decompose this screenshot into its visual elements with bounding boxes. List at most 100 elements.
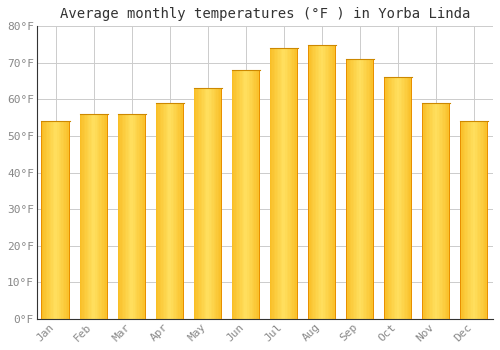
Bar <box>353 59 354 319</box>
Bar <box>406 77 408 319</box>
Bar <box>156 103 157 319</box>
Bar <box>56 121 58 319</box>
Bar <box>216 89 218 319</box>
Bar <box>248 70 250 319</box>
Bar <box>246 70 248 319</box>
Bar <box>57 121 59 319</box>
Bar <box>130 114 132 319</box>
Bar <box>69 121 70 319</box>
Bar <box>364 59 366 319</box>
Bar <box>232 70 233 319</box>
Bar <box>182 103 184 319</box>
Title: Average monthly temperatures (°F ) in Yorba Linda: Average monthly temperatures (°F ) in Yo… <box>60 7 470 21</box>
Bar <box>329 44 330 319</box>
Bar <box>176 103 177 319</box>
Bar <box>284 48 286 319</box>
Bar <box>439 103 440 319</box>
Bar <box>208 89 210 319</box>
Bar <box>183 103 184 319</box>
Bar <box>332 44 334 319</box>
Bar <box>309 44 310 319</box>
Bar <box>390 77 391 319</box>
Bar <box>433 103 435 319</box>
Bar <box>107 114 108 319</box>
Bar <box>429 103 430 319</box>
Bar <box>243 70 244 319</box>
Bar <box>145 114 146 319</box>
Bar <box>170 103 172 319</box>
Bar <box>162 103 164 319</box>
Bar <box>52 121 53 319</box>
Bar <box>210 89 211 319</box>
Bar <box>212 89 214 319</box>
Bar <box>215 89 216 319</box>
Bar <box>250 70 252 319</box>
Bar <box>400 77 401 319</box>
Bar <box>478 121 480 319</box>
Bar <box>244 70 246 319</box>
Bar <box>470 121 472 319</box>
Bar <box>134 114 136 319</box>
Bar <box>466 121 467 319</box>
Bar <box>430 103 432 319</box>
Bar <box>270 48 272 319</box>
Bar <box>278 48 280 319</box>
Bar <box>288 48 290 319</box>
Bar <box>162 103 163 319</box>
Bar <box>234 70 236 319</box>
Bar <box>104 114 106 319</box>
Bar <box>325 44 326 319</box>
Bar <box>330 44 332 319</box>
Bar <box>449 103 450 319</box>
Bar <box>86 114 88 319</box>
Bar <box>360 59 362 319</box>
Bar <box>68 121 70 319</box>
Bar <box>318 44 320 319</box>
Bar <box>401 77 402 319</box>
Bar <box>271 48 272 319</box>
Bar <box>210 89 212 319</box>
Bar <box>177 103 178 319</box>
Bar <box>194 89 195 319</box>
Bar <box>370 59 372 319</box>
Bar <box>328 44 330 319</box>
Bar <box>133 114 135 319</box>
Bar <box>46 121 48 319</box>
Bar <box>171 103 173 319</box>
Bar <box>205 89 206 319</box>
Bar <box>47 121 49 319</box>
Bar <box>461 121 463 319</box>
Bar <box>398 77 400 319</box>
Bar <box>443 103 445 319</box>
Bar <box>80 114 81 319</box>
Bar <box>422 103 424 319</box>
Bar <box>214 89 215 319</box>
Bar <box>91 114 92 319</box>
Bar <box>100 114 101 319</box>
Bar <box>484 121 486 319</box>
Bar <box>142 114 144 319</box>
Bar <box>424 103 426 319</box>
Bar <box>391 77 392 319</box>
Bar <box>487 121 488 319</box>
Bar <box>98 114 100 319</box>
Bar <box>314 44 315 319</box>
Bar <box>101 114 102 319</box>
Bar <box>120 114 122 319</box>
Bar <box>294 48 296 319</box>
Bar <box>402 77 404 319</box>
Bar <box>206 89 208 319</box>
Bar <box>62 121 63 319</box>
Bar <box>166 103 167 319</box>
Bar <box>42 121 43 319</box>
Bar <box>252 70 253 319</box>
Bar <box>272 48 274 319</box>
Bar <box>405 77 406 319</box>
Bar <box>404 77 406 319</box>
Bar <box>172 103 174 319</box>
Bar <box>180 103 182 319</box>
Bar <box>63 121 64 319</box>
Bar <box>373 59 374 319</box>
Bar <box>48 121 50 319</box>
Bar <box>280 48 281 319</box>
